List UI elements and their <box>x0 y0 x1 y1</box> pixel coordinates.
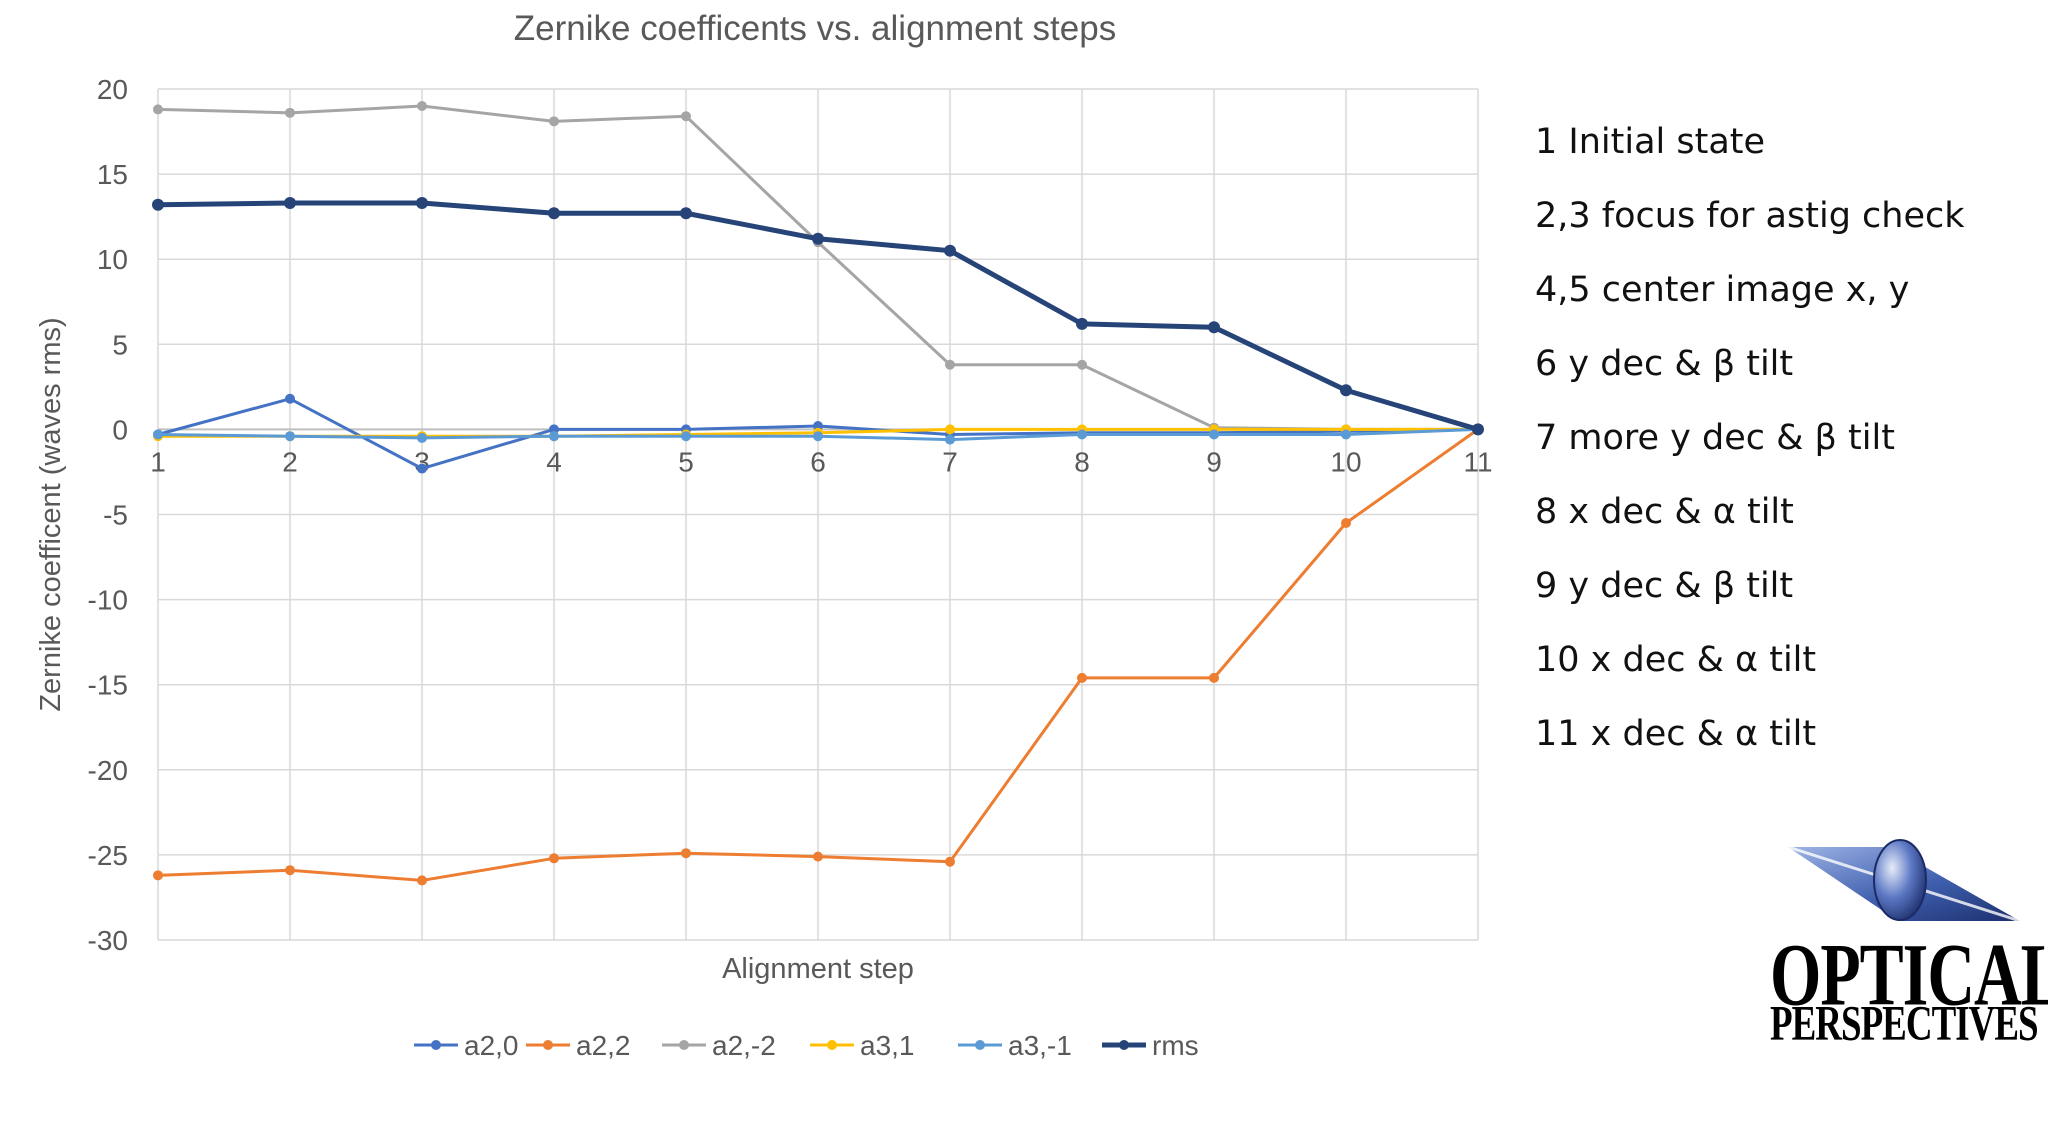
legend-label: a2,2 <box>576 1030 631 1061</box>
data-point <box>284 197 296 210</box>
data-point <box>812 232 824 245</box>
step-notes: 1 Initial state 2,3 focus for astig chec… <box>1535 105 1965 771</box>
legend-item: a2,-2 <box>662 1030 776 1061</box>
data-point <box>417 875 427 886</box>
data-point <box>153 104 163 115</box>
legend-label: a2,-2 <box>712 1030 776 1061</box>
step-note: 11 x dec & α tilt <box>1535 714 1817 754</box>
step-note: 7 more y dec & β tilt <box>1535 418 1895 458</box>
data-point <box>549 431 559 442</box>
data-point <box>945 856 955 867</box>
data-point <box>813 431 823 442</box>
x-tick-label: 10 <box>1330 446 1361 477</box>
data-point <box>1472 423 1484 436</box>
data-point <box>681 848 691 859</box>
data-point <box>549 853 559 864</box>
y-axis-label: Zernike coefficent (waves rms) <box>35 317 67 711</box>
y-tick-label: 15 <box>97 159 128 190</box>
legend-marker <box>1119 1040 1129 1050</box>
data-point <box>945 434 955 445</box>
step-note: 8 x dec & α tilt <box>1535 492 1794 532</box>
logo-text-optical: OPTICAL <box>1770 926 2048 1025</box>
step-note: 4,5 center image x, y <box>1535 270 1910 310</box>
data-point <box>1077 359 1087 370</box>
data-point <box>1208 321 1220 334</box>
step-note: 2,3 focus for astig check <box>1535 196 1965 236</box>
legend-item: a2,2 <box>526 1030 631 1061</box>
data-point <box>417 432 427 443</box>
data-point <box>944 244 956 257</box>
x-tick-label: 11 <box>1463 446 1492 477</box>
data-point <box>152 198 164 211</box>
step-note: 10 x dec & α tilt <box>1535 640 1817 680</box>
data-point <box>417 101 427 112</box>
step-note: 9 y dec & β tilt <box>1535 566 1794 606</box>
data-point <box>416 197 428 210</box>
data-point <box>549 116 559 127</box>
x-axis-label: Alignment step <box>722 953 914 985</box>
y-tick-label: -20 <box>88 755 128 786</box>
legend-label: a3,1 <box>860 1030 915 1061</box>
data-point <box>285 107 295 118</box>
lens-prism-icon <box>1787 839 2021 923</box>
x-tick-label: 7 <box>942 446 958 477</box>
x-tick-label: 4 <box>546 446 562 477</box>
data-point <box>1077 429 1087 440</box>
data-point <box>1209 429 1219 440</box>
legend-marker <box>975 1040 985 1050</box>
x-tick-label: 5 <box>678 446 694 477</box>
data-point <box>285 431 295 442</box>
y-tick-label: -15 <box>88 670 128 701</box>
legend-label: a3,-1 <box>1008 1030 1072 1061</box>
legend-item: rms <box>1102 1030 1199 1061</box>
data-point <box>285 393 295 404</box>
y-tick-label: -25 <box>88 840 128 871</box>
legend-marker <box>679 1040 689 1050</box>
y-tick-label: 10 <box>97 244 128 275</box>
y-tick-label: 0 <box>112 414 128 445</box>
data-point <box>681 431 691 442</box>
legend-label: a2,0 <box>464 1030 519 1061</box>
data-point <box>1077 672 1087 683</box>
x-tick-label: 2 <box>282 446 298 477</box>
legend-item: a3,1 <box>810 1030 915 1061</box>
data-point <box>945 359 955 370</box>
optical-perspectives-logo: OPTICAL PERSPECTIVES <box>1770 825 2048 1055</box>
data-point <box>1341 518 1351 529</box>
data-point <box>680 207 692 220</box>
data-point <box>285 865 295 876</box>
data-point <box>1076 317 1088 330</box>
y-tick-label: 5 <box>112 329 128 360</box>
data-point <box>548 207 560 220</box>
legend-marker <box>827 1040 837 1050</box>
data-point <box>153 870 163 881</box>
chart-title: Zernike coefficents vs. alignment steps <box>514 9 1116 48</box>
data-point <box>1209 672 1219 683</box>
step-note: 1 Initial state <box>1535 122 1766 162</box>
data-point <box>813 851 823 862</box>
legend-item: a3,-1 <box>958 1030 1072 1061</box>
data-point <box>945 424 955 435</box>
y-tick-label: -10 <box>88 585 128 616</box>
legend-item: a2,0 <box>414 1030 519 1061</box>
legend-marker <box>431 1040 441 1050</box>
legend-marker <box>543 1040 553 1050</box>
data-point <box>1340 384 1352 397</box>
x-tick-label: 9 <box>1206 446 1222 477</box>
step-note: 6 y dec & β tilt <box>1535 344 1794 384</box>
data-point <box>417 463 427 474</box>
x-tick-label: 1 <box>150 446 166 477</box>
y-tick-label: -5 <box>103 500 128 531</box>
legend-label: rms <box>1152 1030 1199 1061</box>
x-tick-label: 8 <box>1074 446 1090 477</box>
y-tick-label: -30 <box>88 925 128 956</box>
logo-text-perspectives: PERSPECTIVES <box>1770 996 2039 1052</box>
data-point <box>1341 429 1351 440</box>
data-point <box>681 111 691 122</box>
y-tick-label: 20 <box>97 74 128 105</box>
x-tick-label: 6 <box>810 446 826 477</box>
data-point <box>153 429 163 440</box>
